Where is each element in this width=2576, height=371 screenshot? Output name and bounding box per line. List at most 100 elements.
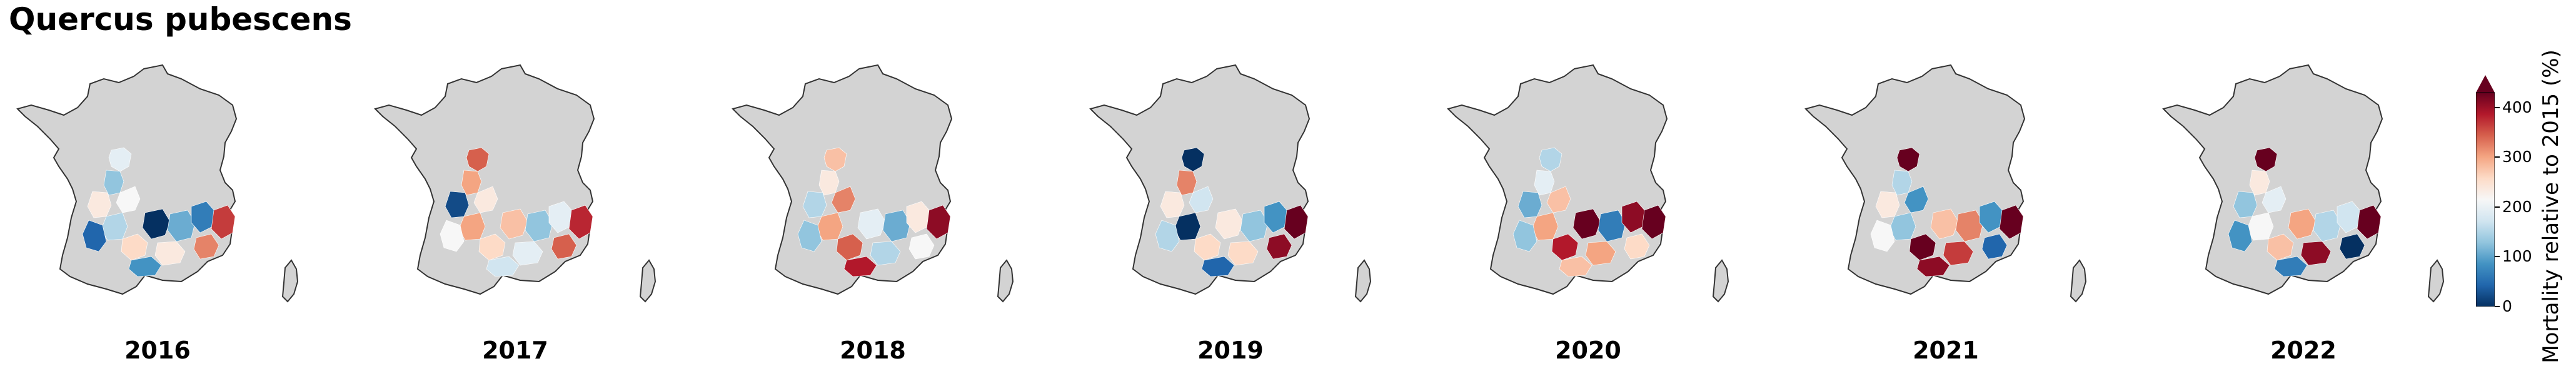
- year-label-2017: 2017: [482, 337, 548, 364]
- colorbar: [2475, 75, 2495, 307]
- region-midi-c: [500, 208, 528, 240]
- region-gers: [1194, 233, 1221, 261]
- region-alps-s: [1266, 233, 1292, 260]
- year-label-2016: 2016: [124, 337, 191, 364]
- year-label-2020: 2020: [1555, 337, 1621, 364]
- year-label-2019: 2019: [1197, 337, 1264, 364]
- region-midi-w: [1870, 220, 1895, 252]
- colorbar-tick-label: 400: [2502, 98, 2532, 116]
- france-map: [1089, 64, 1372, 303]
- region-midi-w: [1512, 220, 1537, 252]
- region-alps-s: [1981, 233, 2008, 260]
- france-map: [1447, 64, 1729, 303]
- map-panel-2022: [2158, 56, 2471, 319]
- france-outline: [1804, 64, 2026, 295]
- colorbar-tick-mark: [2495, 156, 2500, 158]
- region-limousin: [2262, 186, 2287, 213]
- region-languedoc: [1943, 241, 1974, 266]
- colorbar-extend-arrow: [2476, 75, 2495, 93]
- figure-title: Quercus pubescens: [9, 1, 352, 38]
- corsica-outline: [281, 259, 299, 303]
- region-pyrenees: [2274, 256, 2308, 277]
- colorbar-tick-label: 0: [2502, 297, 2512, 315]
- region-midi-c: [1215, 208, 1244, 240]
- region-loire-n: [108, 147, 132, 172]
- region-limousin: [116, 186, 141, 213]
- colorbar-bar: [2475, 92, 2495, 307]
- france-outline: [374, 64, 595, 295]
- region-languedoc: [512, 241, 543, 266]
- region-loire-n: [1896, 147, 1920, 172]
- region-cevennes: [525, 210, 553, 242]
- region-limousin: [831, 186, 856, 213]
- region-cevennes: [2313, 210, 2342, 242]
- region-gers: [2267, 233, 2294, 261]
- region-gers: [1551, 233, 1579, 261]
- region-provence: [1999, 205, 2024, 240]
- region-midi-c: [142, 208, 171, 240]
- region-pyrenees: [1916, 256, 1950, 277]
- region-languedoc: [1585, 241, 1616, 266]
- region-languedoc: [1227, 241, 1259, 266]
- region-provence: [2357, 205, 2382, 240]
- colorbar-tick-mark: [2495, 206, 2500, 208]
- corsica-outline: [2070, 259, 2087, 303]
- year-label-2022: 2022: [2270, 337, 2337, 364]
- region-pyrenees: [486, 256, 520, 277]
- region-languedoc: [2300, 241, 2332, 266]
- region-alps-s: [1624, 233, 1650, 260]
- france-outline: [1089, 64, 1311, 295]
- region-midi-w: [1155, 220, 1180, 252]
- map-panel-2017: [370, 56, 683, 319]
- region-pyrenees: [1559, 256, 1592, 277]
- region-provence: [568, 205, 593, 240]
- region-alps-s: [908, 233, 935, 260]
- map-panel-2018: [728, 56, 1040, 319]
- region-gers: [478, 233, 506, 261]
- corsica-outline: [1712, 259, 1729, 303]
- region-limousin: [1189, 186, 1214, 213]
- colorbar-tick-mark: [2495, 256, 2500, 258]
- region-midi-c: [2288, 208, 2317, 240]
- corsica-outline: [2427, 259, 2445, 303]
- france-outline: [1447, 64, 1668, 295]
- colorbar-tick-mark: [2495, 306, 2500, 307]
- france-map: [16, 64, 299, 303]
- region-cevennes: [1240, 210, 1269, 242]
- region-gers: [836, 233, 863, 261]
- region-cevennes: [882, 210, 911, 242]
- region-provence: [211, 205, 236, 240]
- region-gers: [121, 233, 148, 261]
- colorbar-label-text: Mortality relative to 2015 (%): [2538, 49, 2563, 363]
- region-loire-n: [466, 147, 490, 172]
- france-map: [2162, 64, 2445, 303]
- france-outline: [2162, 64, 2383, 295]
- region-midi-w: [797, 220, 822, 252]
- region-languedoc: [154, 241, 186, 266]
- region-provence: [1641, 205, 1666, 240]
- map-panel-2021: [1801, 56, 2113, 319]
- region-languedoc: [870, 241, 901, 266]
- region-gers: [1909, 233, 1936, 261]
- region-cevennes: [167, 210, 196, 242]
- region-cevennes: [1597, 210, 1626, 242]
- region-loire-n: [1181, 147, 1205, 172]
- map-panel-2020: [1443, 56, 1756, 319]
- region-midi-w: [2228, 220, 2253, 252]
- region-loire-n: [1539, 147, 1562, 172]
- region-alps-s: [2339, 233, 2365, 260]
- region-cevennes: [1955, 210, 1984, 242]
- region-midi-c: [857, 208, 886, 240]
- colorbar-tick-label: 200: [2502, 197, 2532, 216]
- region-pyrenees: [128, 256, 162, 277]
- region-alps-s: [551, 233, 577, 260]
- colorbar-tick-mark: [2495, 106, 2500, 108]
- colorbar-gradient: [2475, 75, 2495, 307]
- region-alps-s: [193, 233, 219, 260]
- france-outline: [732, 64, 953, 295]
- colorbar-tick-label: 100: [2502, 247, 2532, 266]
- region-loire-n: [823, 147, 847, 172]
- year-label-2018: 2018: [840, 337, 906, 364]
- region-pyrenees: [1201, 256, 1235, 277]
- region-midi-w: [82, 220, 107, 252]
